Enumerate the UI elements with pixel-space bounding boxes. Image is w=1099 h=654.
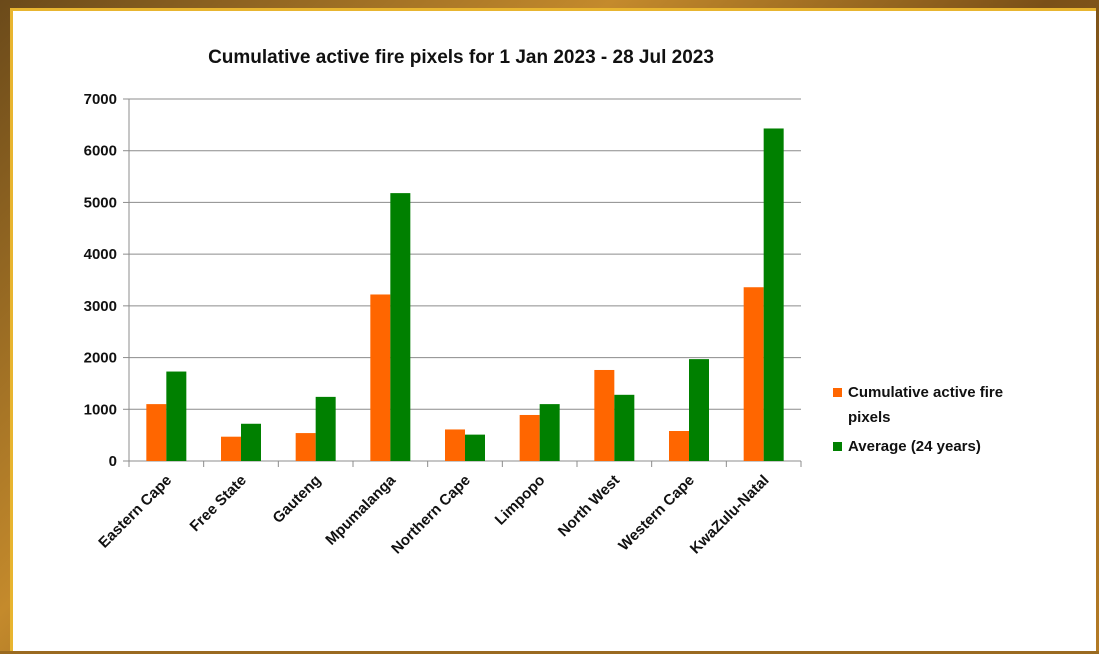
bar-average [614, 394, 635, 461]
y-tick-label: 0 [109, 453, 117, 470]
bar-cumulative [669, 431, 689, 461]
x-tick-label: Eastern Cape [95, 472, 175, 552]
bar-cumulative [519, 414, 540, 461]
bar-average [465, 434, 485, 461]
bar-average [539, 404, 560, 461]
x-tick-label: Western Cape [615, 472, 698, 555]
y-tick-label: 7000 [84, 91, 117, 108]
legend: Cumulative active fire pixels Average (24 … [833, 384, 1003, 455]
bar-average [689, 359, 709, 461]
x-tick-label: Free State [187, 472, 250, 535]
bar-average [241, 423, 261, 461]
bars [146, 128, 784, 461]
legend-label: pixels [848, 409, 891, 426]
legend-swatch [833, 388, 842, 397]
chart-title: Cumulative active fire pixels for 1 Jan … [208, 47, 714, 68]
bar-cumulative [295, 433, 316, 461]
legend-label: Average (24 years) [848, 438, 981, 455]
y-tick-label: 4000 [84, 246, 117, 263]
gridlines [129, 98, 801, 410]
y-tick-label: 5000 [84, 194, 117, 211]
x-tick-label: Northern Cape [388, 472, 474, 558]
x-tick-label: Mpumalanga [322, 471, 399, 548]
bar-chart: Cumulative active fire pixels for 1 Jan … [84, 47, 1003, 558]
x-tick-label: KwaZulu-Natal [687, 472, 773, 558]
x-tick-label: North West [555, 472, 623, 540]
legend-swatch [833, 442, 842, 451]
tick-labels: 0 1000 2000 3000 4000 5000 6000 7000 Eastern Cap… [84, 91, 773, 558]
bar-cumulative [743, 287, 764, 461]
y-tick-label: 3000 [84, 298, 117, 315]
legend-label: Cumulative active fire [848, 384, 1003, 401]
bar-cumulative [445, 429, 465, 461]
bar-cumulative [221, 436, 241, 461]
bar-cumulative [146, 404, 167, 461]
bar-cumulative [594, 369, 615, 461]
bar-average [315, 396, 336, 461]
bar-average [763, 128, 784, 461]
y-tick-label: 6000 [84, 143, 117, 160]
bar-cumulative [370, 294, 391, 461]
x-tick-label: Limpopo [492, 472, 549, 529]
y-tick-label: 1000 [84, 401, 117, 418]
y-tick-label: 2000 [84, 350, 117, 367]
x-tick-label: Gauteng [269, 472, 324, 527]
bar-average [390, 193, 411, 461]
chart-panel: Cumulative active fire pixels for 1 Jan … [10, 8, 1096, 651]
bar-average [166, 371, 187, 461]
